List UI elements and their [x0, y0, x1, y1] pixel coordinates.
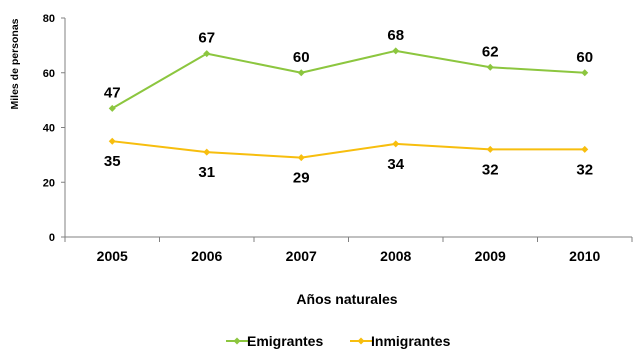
data-point-emigrantes	[297, 69, 305, 77]
y-axis-title: Miles de personas	[9, 18, 21, 109]
data-point-emigrantes	[581, 69, 589, 77]
x-axis: 2005 2006 2007 2008 2009 2010	[64, 236, 633, 264]
data-label-inmigrantes: 31	[198, 164, 215, 181]
data-label-inmigrantes: 34	[387, 156, 404, 173]
y-tick-label: 80	[43, 13, 55, 25]
legend: Emigrantes Inmigrantes	[226, 333, 451, 349]
series-line-inmigrantes	[112, 140, 585, 159]
data-labels: 47 67 60 68 62 60 35 31 29 34 32 32	[104, 27, 593, 187]
legend-marker-inmigrantes	[357, 337, 365, 345]
data-point-emigrantes	[203, 50, 211, 58]
data-label-emigrantes: 68	[387, 27, 404, 44]
data-point-inmigrantes	[297, 154, 305, 162]
legend-label-inmigrantes: Inmigrantes	[371, 333, 451, 349]
y-tick-label: 40	[43, 123, 55, 135]
data-point-inmigrantes	[108, 137, 116, 145]
x-tick-label: 2006	[191, 248, 222, 264]
data-point-emigrantes	[108, 104, 116, 112]
data-label-emigrantes: 60	[576, 49, 593, 66]
data-label-emigrantes: 47	[104, 84, 121, 101]
series-group	[108, 47, 589, 162]
y-axis: 0 20 40 60 80	[43, 13, 66, 244]
x-tick-label: 2010	[569, 248, 600, 264]
x-tick-label: 2008	[380, 248, 411, 264]
x-tick-label: 2007	[286, 248, 317, 264]
x-tick-label: 2009	[475, 248, 506, 264]
data-point-inmigrantes	[392, 140, 400, 148]
data-point-emigrantes	[392, 47, 400, 55]
data-label-inmigrantes: 32	[576, 161, 593, 178]
data-label-emigrantes: 62	[482, 43, 499, 60]
y-tick-label: 0	[49, 232, 55, 244]
y-tick-label: 20	[43, 177, 55, 189]
x-tick-label: 2005	[97, 248, 128, 264]
data-label-inmigrantes: 29	[293, 170, 310, 187]
data-point-inmigrantes	[581, 145, 589, 153]
series-line-emigrantes	[111, 49, 585, 110]
x-axis-title: Años naturales	[296, 291, 397, 307]
data-point-inmigrantes	[486, 145, 494, 153]
legend-label-emigrantes: Emigrantes	[247, 333, 323, 349]
data-label-emigrantes: 60	[293, 49, 310, 66]
data-point-emigrantes	[486, 63, 494, 71]
data-label-inmigrantes: 35	[104, 153, 121, 170]
y-tick-label: 60	[43, 68, 55, 80]
data-label-emigrantes: 67	[198, 30, 215, 47]
data-label-inmigrantes: 32	[482, 161, 499, 178]
data-point-inmigrantes	[203, 148, 211, 156]
legend-marker-emigrantes	[233, 337, 241, 345]
